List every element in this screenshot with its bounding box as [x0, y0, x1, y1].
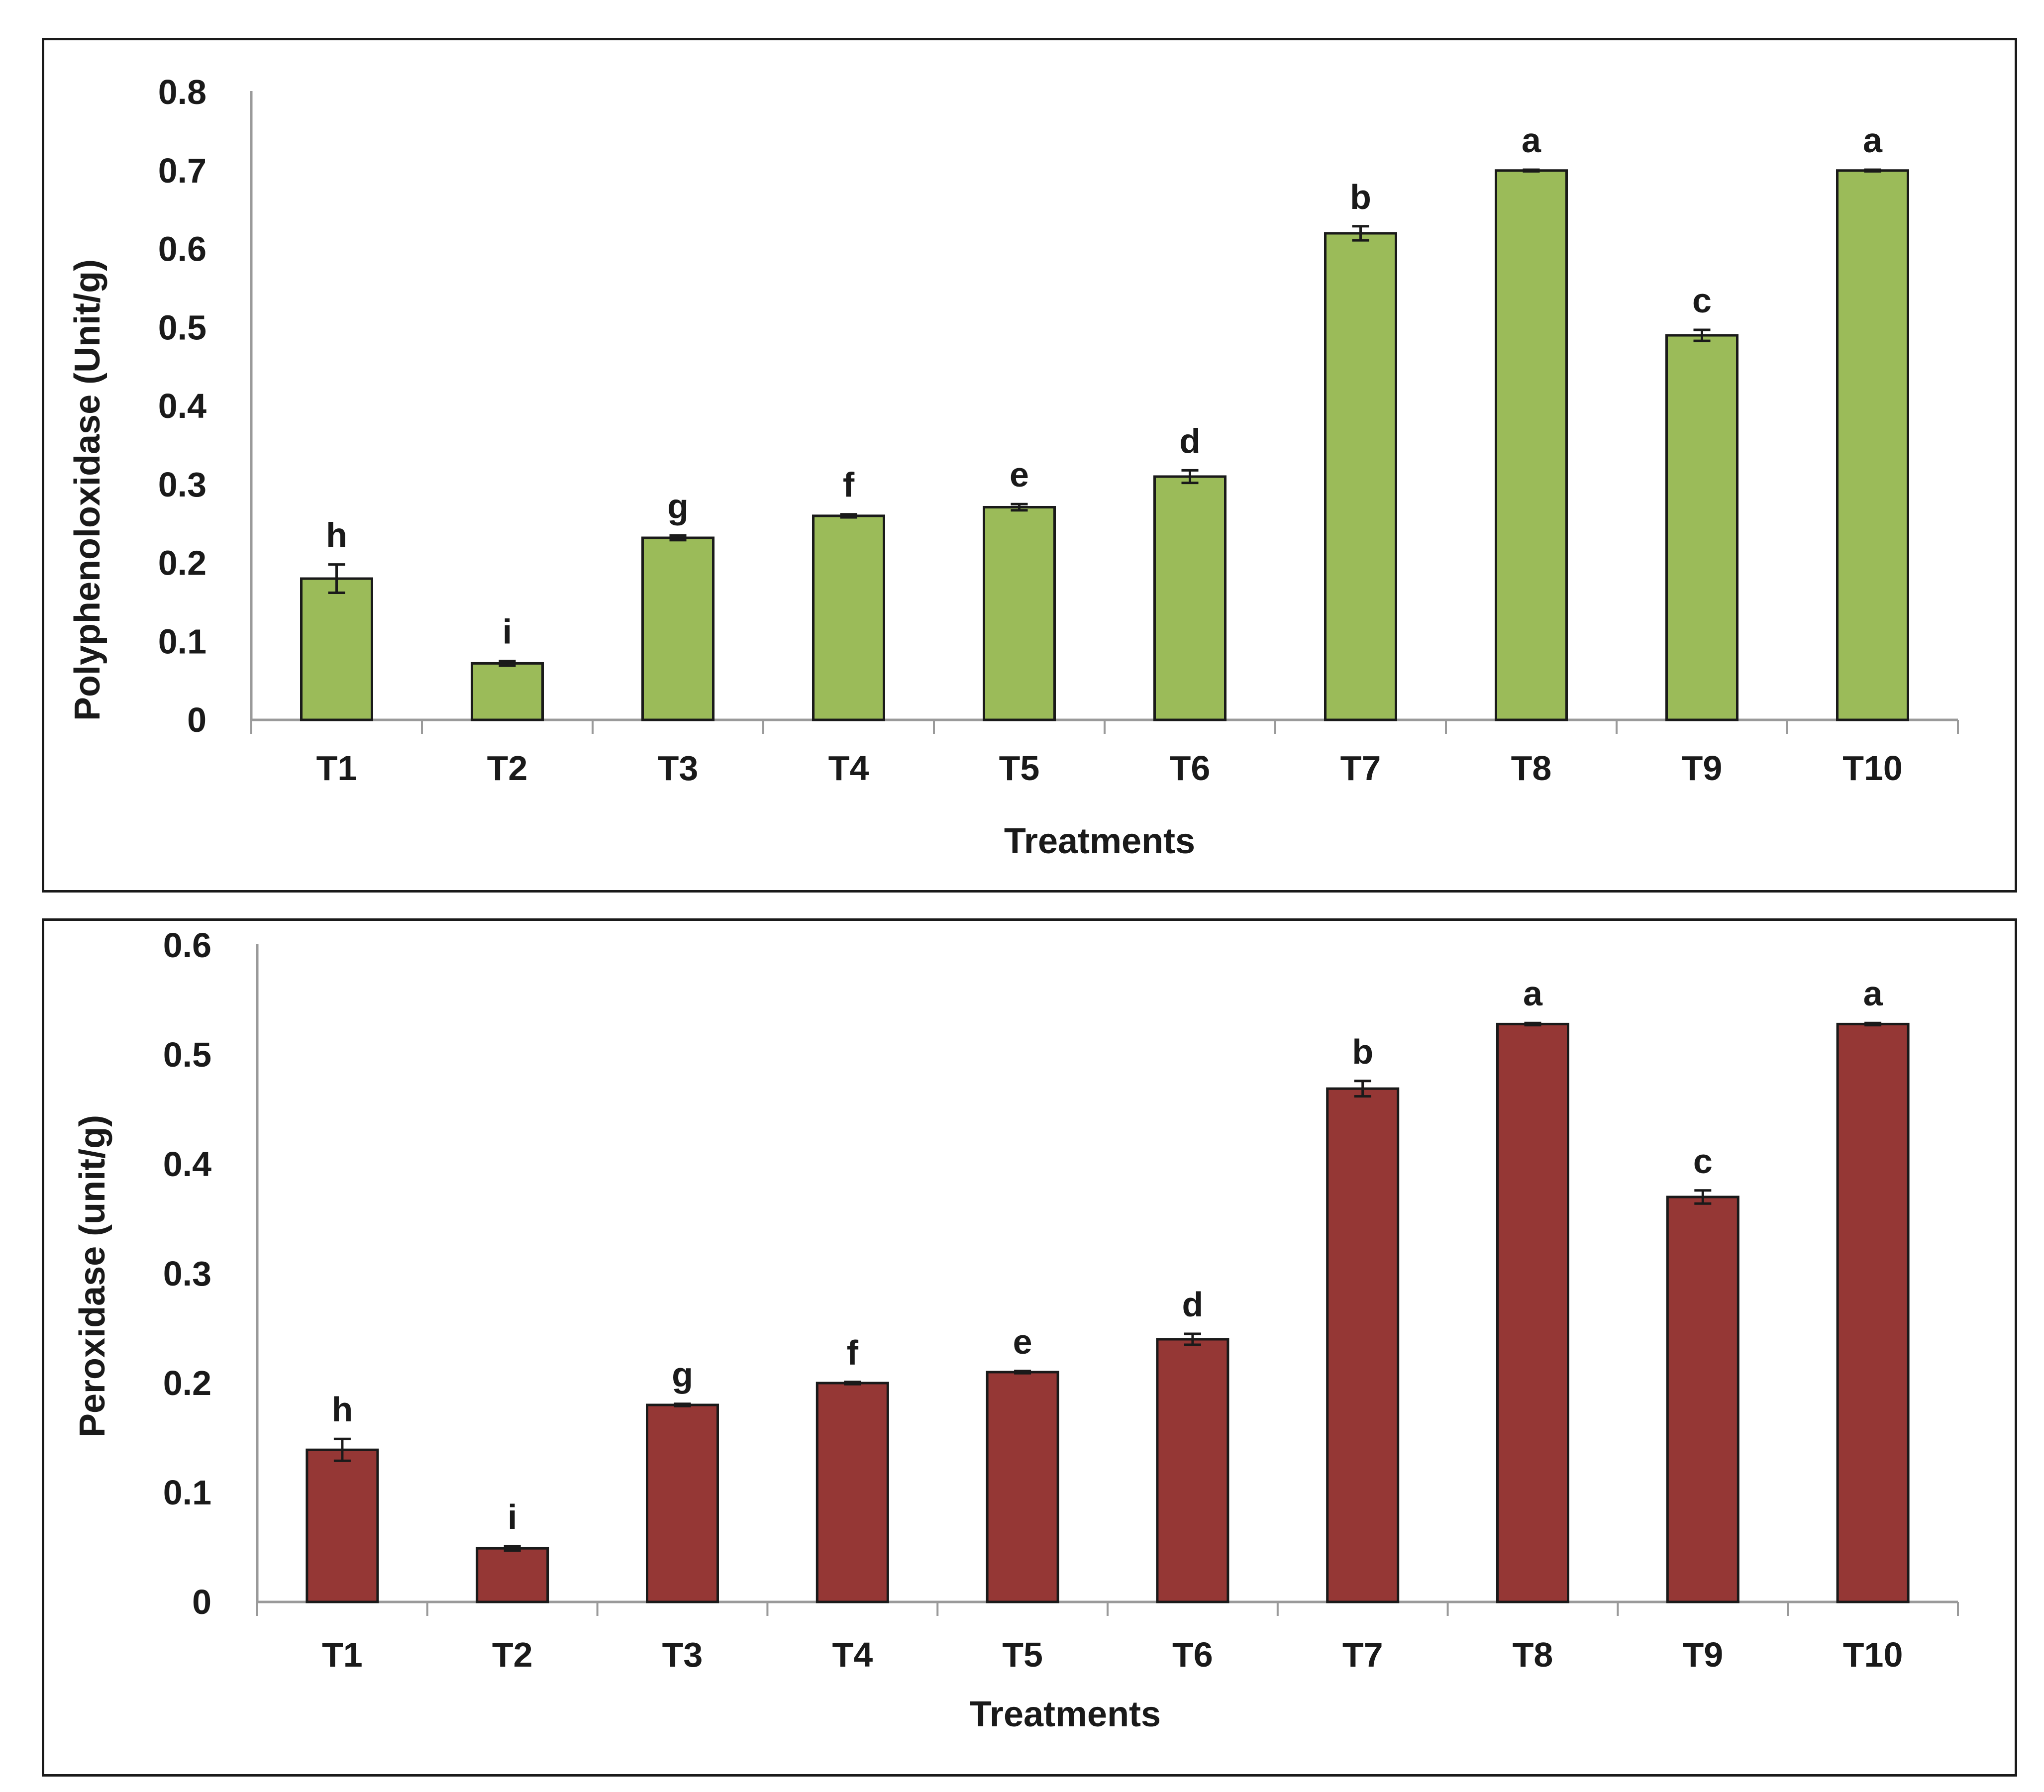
- significance-label-T5: e: [1013, 1322, 1032, 1361]
- bar-T5: [983, 505, 1056, 721]
- significance-label-T4: f: [847, 1333, 859, 1372]
- bar-T6: [1153, 475, 1226, 721]
- x-tick-label-T9: T9: [1682, 1635, 1723, 1674]
- y-tick-label: 0.8: [158, 73, 206, 111]
- bar-T3: [646, 1403, 719, 1603]
- significance-label-T5: e: [1010, 455, 1029, 494]
- x-tick-label-T8: T8: [1513, 1635, 1553, 1674]
- x-tick-label-T5: T5: [999, 749, 1040, 788]
- y-axis-title: Peroxidase (unit/g): [73, 1115, 112, 1437]
- significance-label-T1: h: [332, 1390, 353, 1429]
- significance-label-T8: a: [1523, 974, 1543, 1013]
- x-axis-title: Treatments: [1004, 821, 1195, 861]
- significance-label-T4: f: [843, 466, 855, 504]
- x-tick-label-T2: T2: [487, 749, 528, 788]
- bar-T9: [1666, 1195, 1739, 1603]
- y-tick-label: 0.4: [158, 387, 206, 425]
- x-tick-label-T7: T7: [1340, 749, 1381, 788]
- y-axis-title: Polyphenoloxidase (Unit/g): [68, 259, 107, 721]
- significance-label-T9: c: [1693, 1142, 1713, 1181]
- significance-label-T6: d: [1182, 1285, 1204, 1324]
- y-tick-label: 0.1: [158, 622, 206, 661]
- x-axis-title: Treatments: [970, 1694, 1161, 1734]
- x-tick-label-T3: T3: [662, 1635, 703, 1674]
- x-tick-label-T8: T8: [1511, 749, 1552, 788]
- significance-label-T10: a: [1863, 974, 1883, 1013]
- bar-T1: [300, 577, 373, 721]
- bar-T5: [986, 1371, 1059, 1603]
- y-tick-label: 0.2: [158, 544, 206, 583]
- y-tick-label: 0: [187, 700, 206, 739]
- x-tick-label-T3: T3: [658, 749, 699, 788]
- significance-label-T10: a: [1863, 121, 1883, 160]
- x-tick-label-T4: T4: [832, 1635, 873, 1674]
- significance-label-T6: d: [1179, 421, 1201, 460]
- bar-T8: [1495, 169, 1568, 721]
- x-tick-label-T10: T10: [1842, 749, 1903, 788]
- x-tick-label-T6: T6: [1172, 1635, 1213, 1674]
- bar-T4: [816, 1382, 889, 1603]
- significance-label-T7: b: [1352, 1032, 1373, 1071]
- bar-T10: [1836, 169, 1909, 721]
- y-tick-label: 0.2: [163, 1364, 211, 1402]
- y-tick-label: 0.6: [158, 230, 206, 269]
- significance-label-T3: g: [667, 487, 689, 525]
- bar-T9: [1665, 334, 1738, 721]
- y-tick-label: 0.6: [163, 926, 211, 965]
- y-tick-label: 0.4: [163, 1145, 211, 1184]
- y-tick-label: 0: [192, 1583, 211, 1621]
- bar-T7: [1324, 232, 1397, 721]
- significance-label-T3: g: [672, 1355, 693, 1394]
- bar-T8: [1496, 1022, 1569, 1603]
- y-tick-label: 0.7: [158, 151, 206, 190]
- bar-T1: [306, 1448, 379, 1603]
- significance-label-T7: b: [1350, 178, 1371, 216]
- significance-label-T9: c: [1692, 281, 1712, 320]
- bar-T4: [812, 514, 885, 721]
- bar-T2: [476, 1547, 549, 1603]
- significance-label-T2: i: [503, 612, 512, 651]
- x-tick-label-T7: T7: [1342, 1635, 1383, 1674]
- x-tick-label-T1: T1: [322, 1635, 363, 1674]
- significance-label-T2: i: [508, 1497, 517, 1536]
- y-tick-label: 0.5: [163, 1035, 211, 1074]
- significance-label-T1: h: [326, 516, 347, 555]
- x-tick-label-T5: T5: [1002, 1635, 1043, 1674]
- bar-T7: [1326, 1087, 1400, 1603]
- bar-T10: [1836, 1022, 1910, 1603]
- x-tick-label-T4: T4: [828, 749, 869, 788]
- y-tick-label: 0.3: [163, 1254, 211, 1293]
- x-tick-label-T6: T6: [1170, 749, 1211, 788]
- x-tick-label-T10: T10: [1843, 1635, 1903, 1674]
- polyphenoloxidase-chart: 0 0.1 0.2 0.3 0.4 0.5 0.6 0.7 0.8 h T1 i T2 g T3 f T4 e T5…: [68, 73, 1959, 861]
- bar-T6: [1156, 1338, 1229, 1603]
- significance-label-T8: a: [1522, 121, 1541, 160]
- peroxidase-chart: 0 0.1 0.2 0.3 0.4 0.5 0.6 h T1 i T2 g T3 f T4 e T5 d T6 b T7…: [73, 926, 1959, 1734]
- y-tick-label: 0.5: [158, 308, 206, 347]
- x-tick-label-T9: T9: [1682, 749, 1723, 788]
- y-tick-label: 0.1: [163, 1473, 211, 1512]
- x-tick-label-T2: T2: [492, 1635, 533, 1674]
- x-tick-label-T1: T1: [316, 749, 357, 788]
- bar-T3: [641, 536, 715, 721]
- bar-T2: [471, 662, 544, 721]
- y-tick-label: 0.3: [158, 465, 206, 504]
